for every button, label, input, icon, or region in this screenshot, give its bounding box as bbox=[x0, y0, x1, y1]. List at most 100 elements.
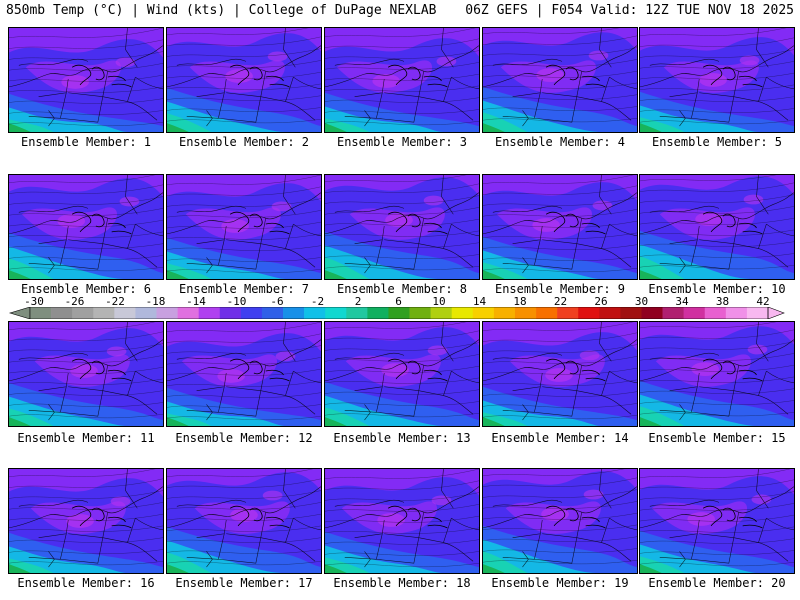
ensemble-panel bbox=[166, 27, 322, 133]
colorbar-border bbox=[29, 307, 769, 319]
colorbar-bin bbox=[430, 307, 453, 319]
ensemble-panel bbox=[166, 321, 322, 427]
colorbar-bin bbox=[325, 307, 347, 319]
ensemble-member-label: Ensemble Member: 2 bbox=[178, 135, 310, 149]
ensemble-member-label: Ensemble Member: 20 bbox=[648, 576, 786, 590]
colorbar-tick-label: 14 bbox=[472, 295, 487, 308]
ensemble-panel bbox=[8, 321, 164, 427]
colorbar-bin bbox=[725, 307, 748, 319]
ensemble-panel bbox=[166, 174, 322, 280]
colorbar-bin bbox=[219, 307, 242, 319]
colorbar-bin bbox=[557, 307, 579, 319]
temperature-map bbox=[325, 175, 479, 279]
colorbar-bin bbox=[578, 307, 600, 319]
colorbar-bin bbox=[156, 307, 178, 319]
temperature-map bbox=[640, 175, 794, 279]
temperature-map bbox=[483, 28, 637, 132]
colorbar-tick-label: -2 bbox=[310, 295, 325, 308]
temperature-map bbox=[325, 322, 479, 426]
ensemble-member-label: Ensemble Member: 12 bbox=[175, 431, 313, 445]
ensemble-member-label: Ensemble Member: 1 bbox=[20, 135, 152, 149]
colorbar-tick-label: -18 bbox=[145, 295, 166, 308]
ensemble-member-label: Ensemble Member: 11 bbox=[17, 431, 155, 445]
ensemble-member-label: Ensemble Member: 4 bbox=[494, 135, 626, 149]
colorbar-bin bbox=[240, 307, 263, 319]
ensemble-panel bbox=[324, 27, 480, 133]
temperature-map bbox=[325, 469, 479, 573]
ensemble-member-label: Ensemble Member: 8 bbox=[336, 282, 468, 296]
colorbar-tick-label: 42 bbox=[756, 295, 770, 308]
temperature-map bbox=[167, 469, 321, 573]
colorbar-tick-label: -14 bbox=[186, 295, 206, 308]
colorbar-tick-label: 6 bbox=[395, 295, 402, 308]
colorbar-bin bbox=[620, 307, 642, 319]
colorbar-bin bbox=[30, 307, 52, 319]
ensemble-panel bbox=[639, 174, 795, 280]
ensemble-member-label: Ensemble Member: 19 bbox=[491, 576, 629, 590]
temperature-map bbox=[9, 175, 163, 279]
colorbar-bin bbox=[261, 307, 284, 319]
colorbar-bin bbox=[683, 307, 706, 319]
ensemble-panel bbox=[482, 321, 638, 427]
temperature-map bbox=[167, 322, 321, 426]
ensemble-panel bbox=[482, 27, 638, 133]
colorbar-labels: -30 -26 -22 -18 -14 -10 -6 -2 2 6 10 14 18 22 26 30 34 38… bbox=[0, 296, 800, 308]
temperature-map bbox=[325, 28, 479, 132]
colorbar-tick-label: -26 bbox=[64, 295, 85, 308]
colorbar-bin bbox=[451, 307, 474, 319]
colorbar-tick-label: 26 bbox=[594, 295, 608, 308]
ensemble-member-label: Ensemble Member: 5 bbox=[651, 135, 783, 149]
temperature-map bbox=[167, 175, 321, 279]
colorbar-max-arrow bbox=[767, 307, 785, 319]
ensemble-panel bbox=[8, 468, 164, 574]
temperature-map bbox=[9, 28, 163, 132]
ensemble-member-label: Ensemble Member: 14 bbox=[491, 431, 629, 445]
temperature-map bbox=[640, 469, 794, 573]
colorbar-bin bbox=[662, 307, 684, 319]
ensemble-member-label: Ensemble Member: 18 bbox=[333, 576, 471, 590]
colorbar-tick-label: -22 bbox=[105, 295, 125, 308]
ensemble-panel bbox=[166, 468, 322, 574]
temperature-map bbox=[483, 469, 637, 573]
colorbar-bin bbox=[135, 307, 157, 319]
colorbar-tick-label: 34 bbox=[675, 295, 689, 308]
colorbar-tick-label: 38 bbox=[715, 295, 730, 308]
colorbar-bin bbox=[514, 307, 537, 319]
ensemble-panel bbox=[324, 174, 480, 280]
colorbar-bin bbox=[472, 307, 495, 319]
ensemble-panel bbox=[482, 174, 638, 280]
colorbar: -30 -26 -22 -18 -14 -10 -6 -2 2 6 10 14 18 22 26 30 34 38… bbox=[0, 296, 800, 322]
temperature-map bbox=[9, 469, 163, 573]
ensemble-panel bbox=[639, 321, 795, 427]
colorbar-tick-label: 2 bbox=[354, 295, 362, 308]
temperature-map bbox=[167, 28, 321, 132]
ensemble-panel bbox=[639, 468, 795, 574]
colorbar-min-arrow bbox=[8, 307, 31, 319]
ensemble-member-label: Ensemble Member: 17 bbox=[175, 576, 313, 590]
colorbar-bin bbox=[346, 307, 368, 319]
colorbar-bin bbox=[409, 307, 431, 319]
colorbar-bin bbox=[388, 307, 410, 319]
colorbar-bin bbox=[51, 307, 73, 319]
temperature-map bbox=[640, 322, 794, 426]
temperature-map bbox=[483, 322, 637, 426]
chart-title: 850mb Temp (°C) | Wind (kts) | College o… bbox=[6, 3, 437, 18]
ensemble-panel bbox=[324, 468, 480, 574]
ensemble-panel bbox=[8, 174, 164, 280]
colorbar-tick-label: 10 bbox=[432, 295, 446, 308]
colorbar-tick-label: 18 bbox=[513, 295, 527, 308]
ensemble-member-label: Ensemble Member: 7 bbox=[178, 282, 310, 296]
ensemble-panel bbox=[482, 468, 638, 574]
ensemble-member-label: Ensemble Member: 13 bbox=[333, 431, 471, 445]
ensemble-panel bbox=[8, 27, 164, 133]
colorbar-tick-label: -30 bbox=[24, 295, 44, 308]
colorbar-bin bbox=[599, 307, 621, 319]
colorbar-strip bbox=[8, 307, 785, 319]
temperature-map bbox=[483, 175, 637, 279]
colorbar-bin bbox=[177, 307, 199, 319]
temperature-map bbox=[9, 322, 163, 426]
colorbar-bin bbox=[72, 307, 94, 319]
ensemble-member-label: Ensemble Member: 6 bbox=[20, 282, 152, 296]
run-valid-time: 06Z GEFS | F054 Valid: 12Z TUE NOV 18 20… bbox=[465, 3, 794, 18]
colorbar-tick-label: 30 bbox=[634, 295, 649, 308]
